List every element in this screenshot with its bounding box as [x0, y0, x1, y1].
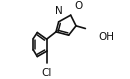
Text: Cl: Cl: [41, 68, 52, 78]
Text: OH: OH: [98, 32, 114, 42]
Text: O: O: [75, 1, 83, 11]
Text: N: N: [55, 6, 63, 16]
